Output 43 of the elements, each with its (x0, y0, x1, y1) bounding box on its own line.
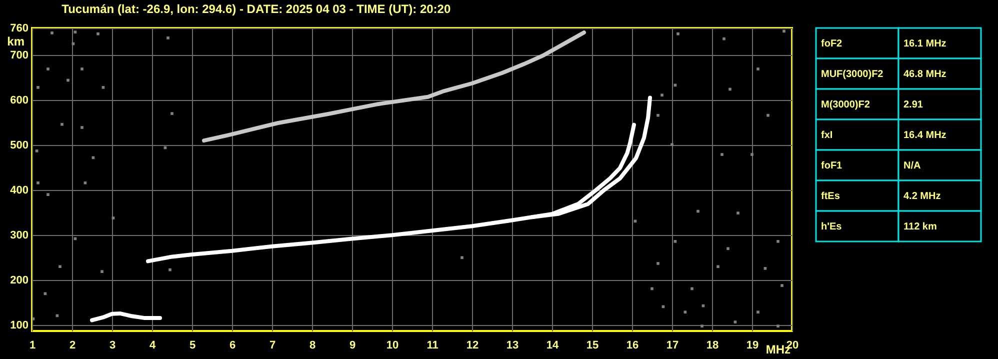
y-tick-label: 400 (10, 184, 28, 197)
y-tick-label: 200 (10, 274, 28, 287)
y-tick-label: 100 (10, 320, 28, 332)
text: 4.2 MHz (904, 190, 941, 202)
text: 112 km (904, 221, 937, 232)
text: N/A (904, 160, 921, 172)
x-tick-label: 12 (466, 340, 479, 352)
x-tick-label: 1 (29, 340, 36, 352)
text: M(3000)F2 (821, 99, 870, 110)
x-tick-label: 17 (666, 340, 679, 352)
x-tick-label: 7 (269, 340, 276, 352)
y-tick-label: 600 (10, 94, 28, 107)
x-tick-label: 14 (546, 340, 560, 352)
x-tick-label: 18 (706, 340, 719, 352)
text: 16.4 MHz (904, 130, 946, 141)
y-tick-label: 500 (10, 140, 28, 152)
text: 2.91 (904, 99, 924, 110)
y-tick-label: 700 (10, 50, 28, 62)
text: foF1 (821, 160, 843, 172)
x-tick-label: 10 (386, 340, 399, 352)
x-tick-label: 6 (229, 340, 236, 352)
x-tick-label: 8 (309, 340, 316, 352)
x-tick-label: 13 (506, 340, 519, 352)
text: 46.8 MHz (904, 68, 946, 80)
x-tick-label: 19 (746, 340, 759, 352)
x-tick-label: 16 (626, 340, 639, 352)
x-tick-label: 11 (426, 340, 438, 352)
text: MUF(3000)F2 (821, 68, 884, 80)
chart-title: Tucumán (lat: -26.9, lon: 294.6) - DATE: 2025 04 03 - TIME (UT): 20:20 (62, 2, 451, 16)
text: ftEs (821, 190, 840, 202)
text: foF2 (821, 38, 843, 50)
y-tick-label: 760 (10, 22, 28, 34)
y-tick-label: 300 (10, 230, 28, 242)
x-tick-label: 5 (189, 340, 196, 352)
y-axis-title: km (7, 34, 24, 48)
x-tick-label: 3 (109, 340, 116, 352)
text: fxI (821, 130, 833, 141)
text: h'Es (821, 221, 842, 232)
x-tick-label: 2 (69, 340, 76, 352)
x-tick-label: 9 (349, 340, 356, 352)
text: 16.1 MHz (904, 38, 946, 50)
x-tick-label: 15 (586, 340, 599, 352)
x-tick-label: 4 (149, 340, 156, 352)
